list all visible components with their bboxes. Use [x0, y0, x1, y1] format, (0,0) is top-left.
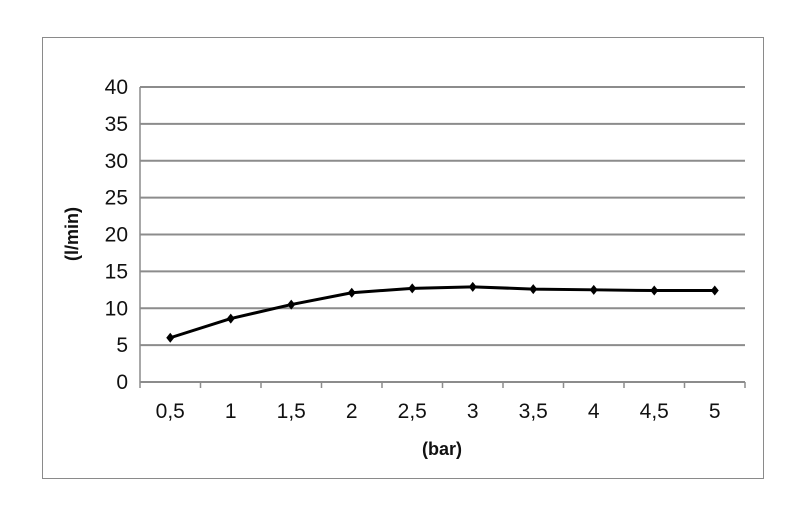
x-tick-label: 0,5	[156, 400, 185, 423]
data-point	[650, 285, 659, 296]
x-tick-label: 4	[588, 400, 600, 423]
x-tick-label: 2,5	[398, 400, 427, 423]
data-point	[166, 332, 175, 343]
x-tick-label: 2	[346, 400, 358, 423]
y-tick-label: 10	[105, 297, 128, 320]
y-tick-label: 40	[105, 76, 128, 99]
y-tick-label: 5	[116, 334, 128, 357]
chart-frame	[42, 37, 764, 479]
x-tick-label: 1	[225, 400, 237, 423]
x-tick-label: 4,5	[640, 400, 669, 423]
data-point	[226, 313, 235, 324]
x-axis-title: (bar)	[422, 439, 462, 459]
x-tick-label: 1,5	[277, 400, 306, 423]
y-tick-label: 30	[105, 150, 128, 173]
series-line	[169, 285, 715, 340]
y-tick-label: 25	[105, 187, 128, 210]
data-point	[408, 283, 417, 294]
x-tick-label: 3,5	[519, 400, 548, 423]
y-axis-title: (l/min)	[62, 207, 82, 261]
y-tick-label: 15	[105, 260, 128, 283]
x-tick-label: 5	[709, 400, 721, 423]
data-point	[468, 281, 477, 292]
data-point	[347, 287, 356, 298]
y-tick-label: 0	[116, 371, 128, 394]
y-tick-label: 35	[105, 113, 128, 136]
data-point	[710, 285, 719, 296]
data-point	[589, 284, 598, 295]
data-point	[287, 299, 296, 310]
data-point	[529, 284, 538, 295]
x-tick-label: 3	[467, 400, 479, 423]
y-tick-label: 20	[105, 224, 128, 247]
